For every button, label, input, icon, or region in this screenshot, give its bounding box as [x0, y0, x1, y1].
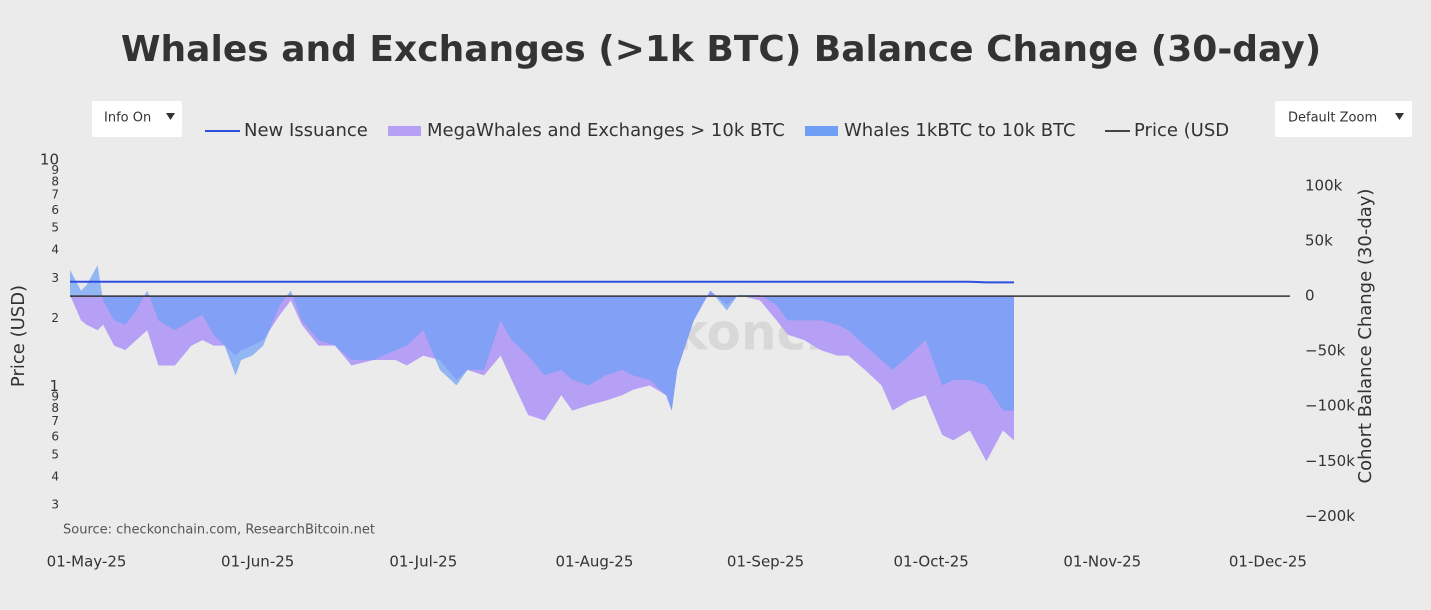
y2-tick-label: −200k	[1305, 507, 1355, 525]
y-tick-label: 5	[51, 447, 59, 461]
y-tick-label: 3	[51, 498, 59, 512]
y-tick-label: 6	[51, 429, 59, 443]
y-tick-label: 8	[51, 401, 59, 415]
legend-swatch	[805, 126, 838, 136]
info-button[interactable]: Info On	[92, 101, 182, 137]
area	[70, 290, 1014, 462]
y-tick-label: 8	[51, 174, 59, 188]
line	[70, 280, 1014, 284]
x-tick-label: 01-Jul-25	[389, 553, 457, 571]
x-tick-label: 01-Oct-25	[893, 553, 968, 571]
x-tick-label: 01-Dec-25	[1229, 553, 1307, 571]
legend-swatch	[388, 126, 421, 136]
zoom-button[interactable]: Default Zoom	[1275, 101, 1412, 137]
legend-label: Price (USD	[1134, 120, 1229, 141]
y2-tick-label: 50k	[1305, 232, 1333, 250]
y2-axis-title: Cohort Balance Change (30-day)	[1355, 189, 1376, 484]
y-tick-label: 5	[51, 221, 59, 235]
legend-item: Price (USD	[1105, 120, 1229, 141]
button-label[interactable]: Default Zoom	[1288, 111, 1377, 126]
y2-tick-label: 100k	[1305, 176, 1343, 194]
dropdown-arrow[interactable]	[1395, 113, 1404, 120]
x-tick-label: 01-May-25	[47, 553, 127, 571]
legend-item: New Issuance	[205, 120, 368, 141]
y-tick-label: 4	[51, 243, 59, 257]
x-tick-label: 01-Jun-25	[221, 553, 294, 571]
y2-tick-label: −100k	[1305, 397, 1355, 415]
dropdown-arrow[interactable]	[166, 113, 175, 120]
button-bg[interactable]	[92, 101, 182, 137]
area	[70, 265, 1014, 411]
y-tick-label: 7	[51, 188, 59, 202]
x-tick-label: 01-Aug-25	[555, 553, 633, 571]
legend-label: MegaWhales and Exchanges > 10k BTC	[427, 120, 785, 141]
x-tick-label: 01-Sep-25	[727, 553, 804, 571]
y-tick-label: 7	[51, 414, 59, 428]
button-label[interactable]: Info On	[104, 111, 151, 126]
y-tick-label: 10	[40, 151, 59, 169]
y-axis-title: Price (USD)	[8, 285, 29, 387]
y-tick-label: 1	[49, 377, 59, 395]
y2-tick-label: −150k	[1305, 452, 1355, 470]
y2-tick-label: −50k	[1305, 342, 1346, 360]
y-tick-label: 4	[51, 469, 59, 483]
source-note: Source: checkonchain.com, ResearchBitcoi…	[63, 523, 375, 538]
x-tick-label: 01-Nov-25	[1063, 553, 1141, 571]
legend-item: MegaWhales and Exchanges > 10k BTC	[388, 120, 785, 141]
chart-title: Whales and Exchanges (>1k BTC) Balance C…	[121, 29, 1321, 70]
y-tick-label: 2	[51, 311, 59, 325]
y2-tick-label: 0	[1305, 287, 1315, 305]
y-tick-label: 3	[51, 271, 59, 285]
button-bg[interactable]	[1275, 101, 1412, 137]
legend-label: Whales 1kBTC to 10k BTC	[844, 120, 1076, 141]
y-tick-label: 9	[51, 389, 59, 403]
y-tick-label: 6	[51, 203, 59, 217]
y-tick-label: 9	[51, 163, 59, 177]
legend-label: New Issuance	[244, 120, 368, 141]
legend-item: Whales 1kBTC to 10k BTC	[805, 120, 1076, 141]
